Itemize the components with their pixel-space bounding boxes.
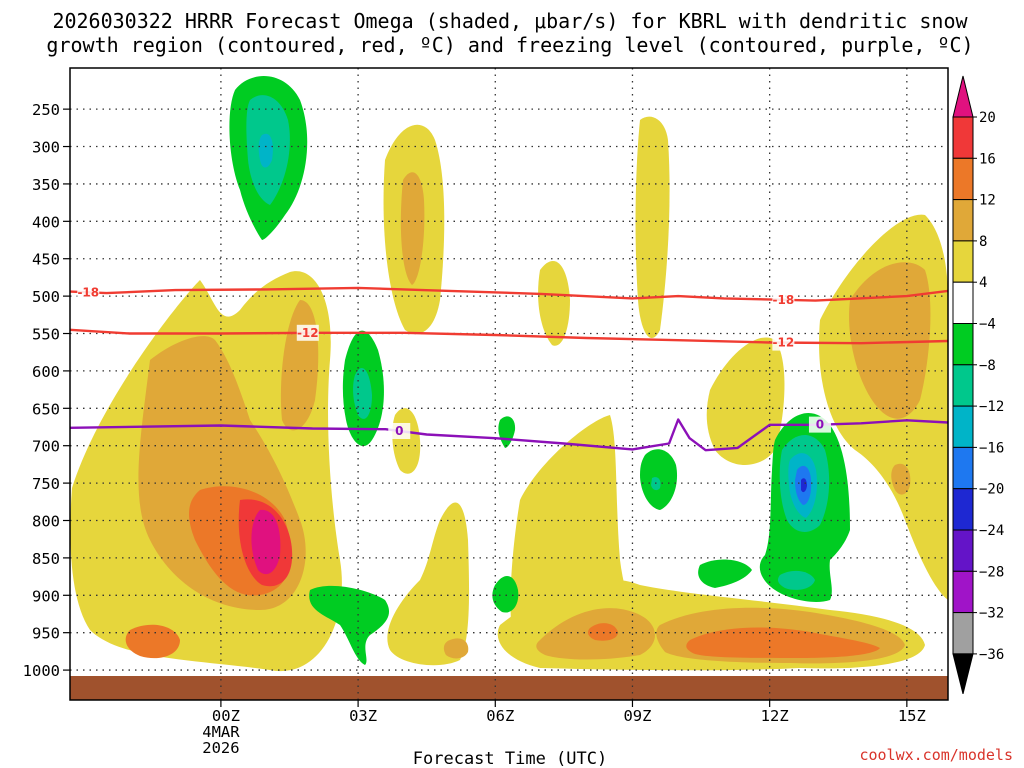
isolines: -18 -18 -12 -12 0 0 [70,284,948,452]
colorbar-tick-label: −4 [979,317,996,333]
y-tick-label: 350 [32,176,60,194]
chart-title-line-1: 2026030322 HRRR Forecast Omega (shaded, … [52,9,968,33]
colorbar-tick-label: 20 [979,110,996,126]
colorbar-bin [952,364,974,407]
isotherm-minus-12 [70,328,948,345]
y-tick-label: 950 [32,625,60,643]
y-tick-label: 450 [32,251,60,269]
isotherm-minus-18-label-bg [772,291,795,308]
colorbar-tick-label: 12 [979,193,996,209]
x-tick-label: 12Z [761,707,789,725]
colorbar-bin [952,529,974,572]
omega-colorbar: 20 16 12 8 4 −4 −8 −12 −16 −20 −24 −28 −32 −36 [952,75,1004,695]
chart-title-line-2: growth region (contoured, red, ºC) and f… [46,33,973,57]
x-tick-label: 06Z [486,707,514,725]
pressure-time-grid [70,68,948,700]
colorbar-tick-label: 16 [979,151,996,167]
colorbar-tick-label: 4 [979,275,987,291]
x-tick-sublabel: 2026 [202,739,239,757]
freezing-level-line-label-bg [388,422,411,439]
y-tick-label: 1000 [23,662,60,680]
colorbar-bin [952,446,974,490]
plot-area: -18 -18 -12 -12 0 0 [70,68,948,700]
x-tick-sublabel: 4MAR [202,723,240,741]
x-tick-label: 15Z [898,707,926,725]
isotherm-minus-18-label-bg [77,284,100,301]
omega-cell-upward-bottom-band [497,579,925,671]
surface-terrain-band [70,676,948,700]
y-tick-label: 650 [32,400,60,418]
colorbar-bin [952,281,974,325]
y-tick-label: 800 [32,512,60,530]
freezing-level-line-label: 0 [816,418,824,432]
omega-cell-upward-right-column [706,214,948,601]
x-tick-label: 09Z [623,707,651,725]
colorbar-bin [952,405,974,448]
isotherm-minus-18 [70,286,948,302]
colorbar-bin [952,240,974,283]
x-tick-label: 03Z [349,707,377,725]
colorbar-bin [952,488,974,531]
x-axis-label: Forecast Time (UTC) [413,749,607,768]
colorbar-tick-label: −24 [979,523,1004,539]
y-tick-label: 700 [32,438,60,456]
omega-cell-upward-left-column [70,271,342,672]
colorbar-tick-label: −36 [979,647,1004,663]
y-tick-label: 550 [32,326,60,344]
colorbar-tick-label: −20 [979,482,1004,498]
colorbar-tick-label: −12 [979,399,1004,415]
omega-shading [70,76,948,672]
colorbar-bin [952,157,974,201]
colorbar-tick-label: −32 [979,606,1004,622]
colorbar-bin [952,116,974,159]
credit-text: coolwx.com/models [859,746,1013,764]
colorbar-top-arrow [952,75,974,118]
colorbar-tick-label: −8 [979,358,996,374]
colorbar-tick-label: −16 [979,440,1004,456]
isotherm-minus-18-label: -18 [77,285,99,299]
pressure-axis: 250 300 350 400 450 500 550 600 650 700 750 800 850 9… [23,101,70,680]
omega-cell-upward-0430z-column [383,124,445,474]
colorbar-bin [952,570,974,614]
isotherm-minus-12-label-bg [772,334,795,351]
isotherm-minus-12-label: -12 [297,326,319,340]
y-tick-label: 250 [32,101,60,119]
y-tick-label: 400 [32,213,60,231]
y-tick-label: 750 [32,475,60,493]
freezing-level-line-label: 0 [395,424,403,438]
colorbar-bin [952,199,974,242]
y-tick-label: 300 [32,139,60,157]
omega-cell-downward [229,76,850,665]
x-tick-label: 00Z [212,707,240,725]
y-tick-label: 900 [32,587,60,605]
colorbar-bottom-arrow [952,653,974,695]
isotherm-minus-12-label-bg [296,324,319,341]
isotherm-minus-12-label: -12 [773,336,795,350]
colorbar-bin [952,323,974,366]
y-tick-label: 600 [32,363,60,381]
isotherm-minus-18-label: -18 [773,293,795,307]
colorbar-tick-label: −28 [979,564,1004,580]
colorbar-tick-label: 8 [979,234,987,250]
colorbar-bin [952,612,974,655]
y-tick-label: 500 [32,288,60,306]
y-tick-label: 850 [32,550,60,568]
plot-frame [69,67,949,701]
freezing-level-line-label-bg [808,416,831,433]
